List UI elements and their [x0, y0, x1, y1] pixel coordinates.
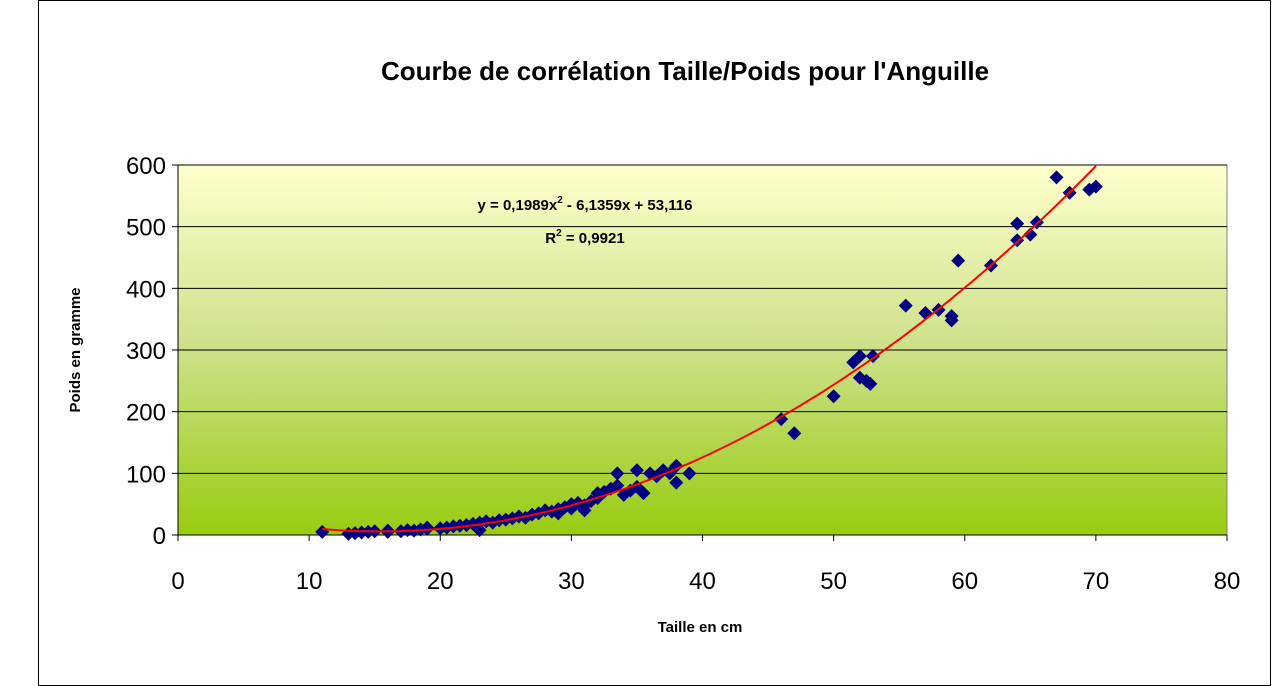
x-axis-label: Taille en cm — [658, 619, 743, 636]
chart-title: Courbe de corrélation Taille/Poids pour … — [381, 56, 989, 86]
trendline — [322, 165, 1097, 533]
data-point — [629, 463, 644, 478]
data-point — [1049, 170, 1064, 185]
data-point — [1010, 216, 1025, 231]
x-tick-label: 80 — [1214, 568, 1241, 595]
x-tick-label: 30 — [558, 568, 585, 595]
data-point — [826, 389, 841, 404]
y-tick-label: 500 — [126, 215, 166, 242]
y-axis-label: Poids en gramme — [67, 287, 84, 412]
eq-part: - 6,1359x + 53,116 — [563, 197, 693, 214]
data-point — [863, 376, 878, 391]
data-point — [852, 349, 867, 364]
r2-sup: 2 — [556, 228, 562, 239]
data-point — [551, 506, 566, 521]
plot-layer: 0 100 200 300 400 500 600 0 10 20 30 40 50 60 70 80 — [126, 153, 1240, 595]
x-tick-label: 20 — [427, 568, 454, 595]
x-tick-label: 40 — [689, 568, 716, 595]
data-point — [1010, 233, 1025, 248]
data-point — [682, 466, 697, 481]
data-point — [898, 298, 913, 313]
trend-r-squared: R2 = 0,9921 — [545, 228, 624, 247]
x-tick-label: 50 — [820, 568, 847, 595]
trend-equation: y = 0,1989x2 - 6,1359x + 53,116 — [478, 195, 693, 214]
data-point — [951, 253, 966, 268]
data-point — [669, 475, 684, 490]
data-point — [610, 466, 625, 481]
eq-sup: 2 — [557, 195, 563, 206]
data-point — [944, 313, 959, 328]
y-tick-label: 400 — [126, 276, 166, 303]
eq-part: y = 0,1989x — [478, 197, 558, 214]
y-tick-label: 0 — [153, 523, 166, 550]
y-tick-label: 200 — [126, 400, 166, 427]
x-tick-label: 0 — [171, 568, 184, 595]
data-point — [636, 486, 651, 501]
data-point — [1023, 227, 1038, 242]
data-point — [1088, 179, 1103, 194]
x-tick-label: 70 — [1083, 568, 1110, 595]
data-point — [787, 426, 802, 441]
y-tick-label: 100 — [126, 461, 166, 488]
y-tick-label: 300 — [126, 338, 166, 365]
y-tick-label: 600 — [126, 153, 166, 180]
x-tick-label: 60 — [951, 568, 978, 595]
r2-part: R — [545, 230, 556, 247]
x-tick-label: 10 — [296, 568, 323, 595]
r2-part: = 0,9921 — [562, 230, 625, 247]
data-point — [472, 523, 487, 538]
data-point — [577, 503, 592, 518]
